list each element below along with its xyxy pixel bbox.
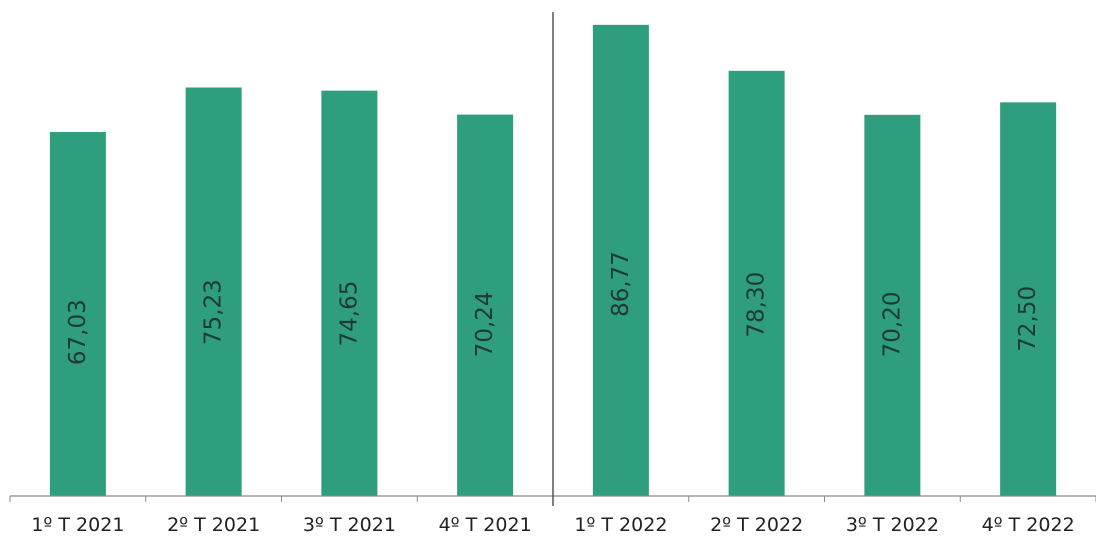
bar-value-label: 86,77	[608, 251, 634, 317]
bar	[864, 114, 921, 497]
x-tick-label: 4º T 2021	[439, 514, 532, 536]
x-tick-label: 2º T 2022	[710, 514, 803, 536]
bar	[1000, 102, 1057, 496]
x-tick-label: 2º T 2021	[167, 514, 260, 536]
x-tick-label: 3º T 2021	[303, 514, 396, 536]
bar	[321, 90, 378, 496]
bar-value-label: 70,20	[879, 292, 905, 358]
bar-value-label: 75,23	[201, 279, 227, 345]
bar	[728, 70, 785, 497]
category-labels-group: 1º T 2021 2º T 2021 3º T 2021 4º T 2021 1º T…	[31, 514, 1074, 536]
value-labels-group: 67,03 75,23 74,65 70,24 86,77 78,30 70,20 72,50	[65, 251, 1041, 365]
x-tick-label: 4º T 2022	[982, 514, 1075, 536]
bar	[49, 132, 106, 496]
bar-value-label: 72,50	[1015, 286, 1041, 352]
bar-value-label: 67,03	[65, 299, 91, 365]
x-tick-label: 3º T 2022	[846, 514, 939, 536]
bar	[592, 24, 649, 497]
x-tick-label: 1º T 2022	[574, 514, 667, 536]
bar-value-label: 70,24	[472, 291, 498, 357]
bar	[185, 87, 242, 496]
bar-value-label: 74,65	[336, 281, 362, 347]
bar	[457, 114, 514, 496]
x-tick-label: 1º T 2021	[31, 514, 124, 536]
bar-value-label: 78,30	[744, 272, 770, 338]
bars-group	[49, 24, 1057, 497]
